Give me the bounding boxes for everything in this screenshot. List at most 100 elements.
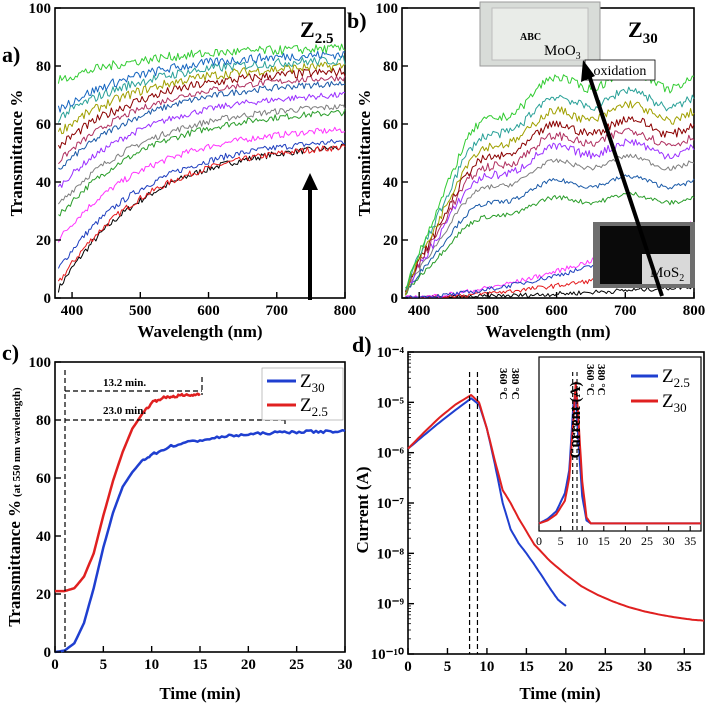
panel-a-title-sub: 2.5 [315, 31, 334, 47]
panel-c-ylabel-sub: (at 550 nm wavelength) [11, 387, 23, 497]
panel-b: 400 500 600 700 800 0 20 40 60 80 100 b) Transmitt… [347, 1, 705, 341]
panel-d-ytick-label-0: 10⁻¹⁰ [371, 647, 404, 663]
panel-d-360-label: 360 °C [497, 368, 509, 400]
inset-ylabel: Current (A) [568, 382, 584, 459]
panel-b-series-10 [404, 100, 695, 296]
moo3-label: MoO3 [544, 43, 581, 62]
panel-b-series-7 [404, 138, 695, 295]
moo3-main: MoO [544, 43, 576, 59]
inset-xtick-label-3: 15 [598, 534, 610, 548]
legend-c-z25: Z2.5 [300, 395, 328, 419]
inset-xtick-label-5: 25 [641, 534, 653, 548]
legend-c-z30: Z30 [300, 371, 325, 395]
panel-d-ytick-label-4: 10⁻⁶ [377, 446, 405, 462]
panel-a-series-1 [57, 143, 346, 282]
panel-d-temp-lines [468, 372, 479, 654]
oxidation-arrow [581, 60, 664, 297]
inset-ticks: 0 5 10 15 20 25 30 35 [536, 526, 696, 548]
panel-b-series-5 [404, 174, 695, 295]
panel-a-series-6 [57, 91, 346, 188]
panel-a-xtick-label-4: 800 [334, 303, 357, 319]
panel-b-xtick-label-3: 700 [614, 303, 637, 319]
panel-c-xtick-label-2: 10 [144, 657, 159, 673]
panel-a-series-3 [57, 126, 346, 243]
panel-b-series-4 [404, 191, 695, 296]
panel-c-series-Z2.5 [54, 392, 201, 593]
panel-d-xtick-label-7: 35 [677, 659, 692, 675]
panel-b-xlabel: Wavelength (nm) [485, 322, 610, 341]
panel-c-ytick-label-3: 60 [36, 471, 51, 487]
panel-c-xtick-label-0: 0 [51, 657, 59, 673]
panel-b-ytick-label-5: 100 [376, 1, 399, 17]
panel-a-xlabel: Wavelength (nm) [137, 322, 262, 341]
panel-c-series [54, 392, 346, 654]
moo3-photo-inset: ABC MoO3 [479, 1, 601, 67]
panel-d-series [407, 394, 705, 622]
panel-a-ytick-label-0: 0 [44, 291, 52, 307]
panel-a-frame [54, 7, 346, 299]
panel-a-label: a) [2, 42, 20, 67]
panel-a-ticks: 400 500 600 700 800 0 20 40 60 80 100 [29, 1, 357, 319]
panel-c-xtick-label-5: 25 [289, 657, 304, 673]
panel-a-xtick-label-2: 600 [197, 303, 220, 319]
panel-b-series-11 [404, 86, 695, 291]
panel-b-ytick-label-1: 20 [383, 233, 398, 249]
panel-c-ylabel: Transmittance % (at 550 nm wavelength) [5, 387, 24, 627]
panel-d-ytick-label-2: 10⁻⁸ [377, 546, 405, 562]
panel-a-xtick-label-1: 500 [129, 303, 152, 319]
annotation-23-0-min: 23.0 min. [103, 405, 146, 417]
panel-a-series-7 [58, 81, 346, 170]
legend-d-z25-main: Z [662, 366, 674, 387]
panel-d-series-Z30 [407, 394, 705, 622]
inset-xtick-label-0: 0 [536, 534, 542, 548]
panel-d-ytick-label-5: 10⁻⁵ [377, 395, 405, 411]
panel-d-series-Z2.5 [407, 397, 567, 607]
inset-360-label: 360 °C [584, 364, 596, 396]
panel-b-xtick-label-1: 500 [477, 303, 500, 319]
panel-c-ytick-label-0: 0 [44, 645, 52, 661]
panel-c-ylabel-main: Transmittance % [5, 500, 24, 627]
panel-b-ytick-label-2: 40 [383, 175, 398, 191]
legend-c-z25-main: Z [300, 395, 312, 416]
inset-xtick-label-6: 30 [663, 534, 675, 548]
panel-b-ytick-label-4: 80 [383, 59, 398, 75]
panel-a-ytick-label-2: 40 [36, 175, 51, 191]
panel-b-series-6 [405, 153, 695, 294]
panel-b-series-8 [404, 127, 695, 295]
panel-a-arrow [302, 173, 318, 300]
panel-a-title: Z2.5 [300, 17, 333, 47]
panel-b-series-0 [405, 284, 695, 298]
inset-xtick-label-7: 35 [684, 534, 696, 548]
panel-a-title-main: Z [300, 17, 315, 42]
panel-b-xtick-label-2: 600 [545, 303, 568, 319]
panel-d-label: d) [352, 332, 372, 357]
panel-d-xtick-label-2: 10 [479, 659, 494, 675]
panel-a-xtick-label-3: 700 [266, 303, 289, 319]
panel-d-ytick-label-3: 10⁻⁷ [377, 496, 405, 512]
panel-a-ylabel: Transmittance % [7, 90, 26, 217]
panel-b-title-main: Z [628, 17, 643, 42]
panel-b-ytick-label-0: 0 [391, 291, 399, 307]
panel-c-xlabel: Time (min) [159, 684, 240, 703]
panel-d-xtick-label-4: 20 [558, 659, 573, 675]
inset-frame [538, 356, 702, 532]
legend-c-z30-sub: 30 [312, 380, 325, 395]
panel-c-legend: Z30 Z2.5 [261, 367, 344, 421]
panel-d-ytick-label-6: 10⁻⁴ [377, 345, 405, 361]
mos2-photo-inset: MoS2 [593, 222, 695, 288]
panel-d-xtick-label-3: 15 [519, 659, 534, 675]
panel-c-series-Z30 [54, 428, 346, 654]
panel-a-series-2 [57, 139, 346, 269]
panel-a-series-12 [57, 50, 346, 113]
panel-a-ytick-label-5: 100 [29, 1, 52, 17]
oxidation-box: oxidation [584, 59, 656, 81]
panel-a-series-8 [58, 75, 346, 165]
legend-d-z25-sub: 2.5 [674, 375, 690, 390]
panel-a-series-4 [58, 109, 346, 217]
panel-c-ytick-label-4: 80 [36, 413, 51, 429]
panel-c-xtick-label-1: 5 [100, 657, 108, 673]
panel-d-ytick-label-1: 10⁻⁹ [377, 597, 405, 613]
panel-b-ylabel: Transmittance % [355, 90, 374, 217]
panel-d-xlabel: Time (min) [519, 684, 600, 703]
